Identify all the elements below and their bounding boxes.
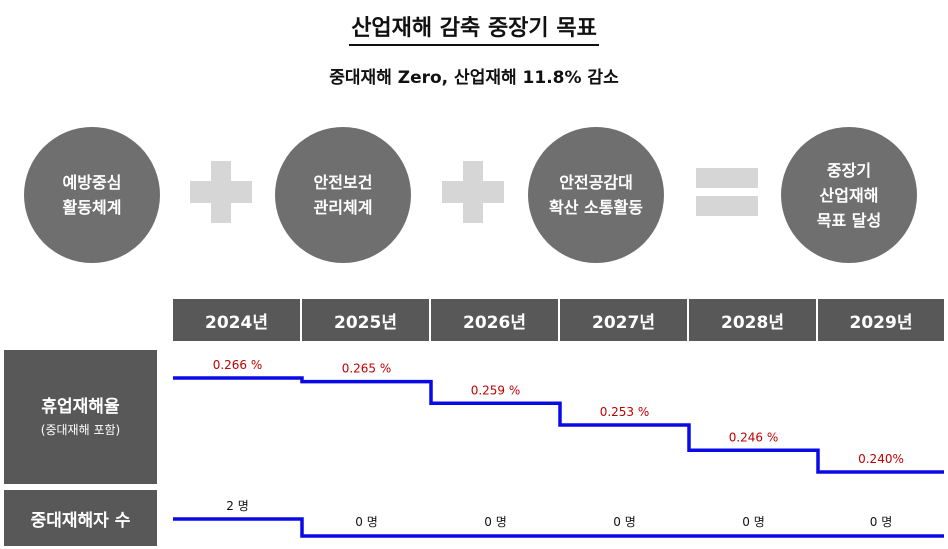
pillar-line1: 안전보건 xyxy=(313,173,373,192)
rate-data-label: 0.266 % xyxy=(213,358,263,372)
rate-step-line xyxy=(173,376,944,474)
page-title: 산업재해 감축 중장기 목표 xyxy=(0,10,948,46)
page-subtitle: 중대재해 Zero, 산업재해 11.8% 감소 xyxy=(329,68,619,88)
pillar-communication: 안전공감대 확산 소통활동 xyxy=(528,127,664,263)
deaths-data-label: 0 명 xyxy=(355,515,378,529)
year-header-2029: 2029년 xyxy=(818,299,944,341)
rate-row-header: 휴업재해율 (중대재해 포함) xyxy=(4,350,157,484)
deaths-row-header: 중대재해자 수 xyxy=(4,490,157,546)
rate-data-label: 0.259 % xyxy=(471,383,521,397)
pillar-prevention: 예방중심 활동체계 xyxy=(24,127,160,263)
year-header-2028: 2028년 xyxy=(689,299,816,341)
year-header-2025: 2025년 xyxy=(302,299,429,341)
deaths-data-label: 2 명 xyxy=(226,499,249,513)
goal-circle: 중장기 산업재해 목표 달성 xyxy=(781,127,917,263)
deaths-data-label: 0 명 xyxy=(484,515,507,529)
deaths-data-label: 0 명 xyxy=(742,515,765,529)
pillar-line2: 활동체계 xyxy=(62,198,122,217)
goal-line1: 중장기 xyxy=(826,160,872,180)
pillar-line1: 예방중심 xyxy=(62,173,122,192)
pillar-line2: 확산 소통활동 xyxy=(549,198,643,217)
rate-row-label: 휴업재해율 xyxy=(41,397,120,417)
deaths-data-label: 0 명 xyxy=(870,515,893,529)
deaths-step-line xyxy=(173,517,944,538)
year-header-2026: 2026년 xyxy=(431,299,558,341)
goal-line2: 산업재해 xyxy=(819,185,879,205)
rate-data-label: 0.246 % xyxy=(729,430,779,444)
deaths-data-label: 0 명 xyxy=(613,515,636,529)
rate-row-sublabel: (중대재해 포함) xyxy=(40,423,121,437)
year-header-2024: 2024년 xyxy=(173,299,300,341)
deaths-row-label: 중대재해자 수 xyxy=(30,510,131,531)
goal-line3: 목표 달성 xyxy=(816,210,882,230)
pillar-management: 안전보건 관리체계 xyxy=(275,127,411,263)
rate-data-label: 0.265 % xyxy=(342,362,392,376)
pillar-line1: 안전공감대 xyxy=(559,173,633,192)
year-header-2027: 2027년 xyxy=(560,299,687,341)
rate-data-label: 0.253 % xyxy=(600,405,650,419)
pillar-line2: 관리체계 xyxy=(313,198,373,217)
rate-data-label: 0.240% xyxy=(858,452,904,466)
